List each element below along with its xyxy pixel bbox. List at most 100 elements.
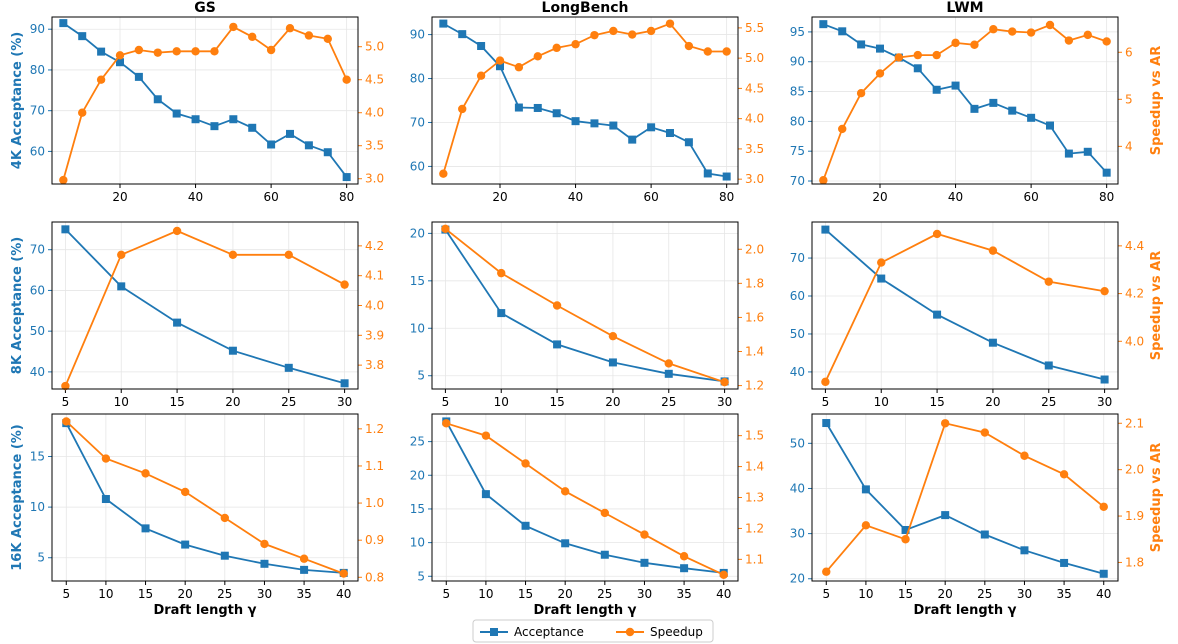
- x-tick-label: 30: [257, 587, 272, 601]
- x-tick-label: 5: [442, 395, 450, 409]
- x-tick-label: 30: [637, 587, 652, 601]
- speedup-point: [628, 30, 637, 39]
- speedup-point: [951, 38, 960, 48]
- y-left-tick-label: 15: [410, 274, 425, 288]
- legend-acceptance-label: Acceptance: [514, 625, 584, 639]
- acceptance-point: [932, 85, 941, 94]
- speedup-point: [59, 175, 68, 185]
- y-right-tick-label: 4.0: [1125, 334, 1144, 348]
- y-right-tick-label: 1.2: [365, 422, 384, 436]
- speedup-point: [684, 41, 694, 51]
- chart-panel-6: 5 10 15 20 25 30 40 50 60 70 4.0 4.2 4.4 Speedup vs A…: [790, 221, 1164, 409]
- speedup-point: [877, 258, 886, 267]
- y-right-tick-label: 5: [1125, 92, 1133, 106]
- speedup-point: [96, 75, 106, 84]
- speedup-point: [134, 45, 144, 55]
- x-tick-label: 25: [281, 395, 296, 409]
- x-tick-label: 80: [339, 190, 354, 204]
- speedup-point: [172, 47, 181, 56]
- legend-frame: [472, 619, 714, 643]
- speedup-point: [115, 51, 125, 60]
- acceptance-point: [153, 95, 162, 104]
- plot-frame: [51, 413, 359, 582]
- y-right-tick-label: 5.5: [745, 21, 764, 35]
- y-left-tick-label: 60: [410, 159, 425, 173]
- y-left-tick-label: 90: [30, 22, 45, 36]
- speedup-point: [609, 26, 618, 36]
- speedup-point: [1099, 502, 1108, 511]
- speedup-point: [1083, 30, 1092, 40]
- x-tick-label: 40: [568, 190, 583, 204]
- speedup-line: [444, 228, 725, 384]
- acceptance-point: [458, 30, 467, 39]
- acceptance-point: [970, 104, 979, 113]
- speedup-point: [304, 31, 314, 40]
- y-left-tick-label: 40: [790, 365, 805, 379]
- speedup-point: [101, 454, 111, 463]
- acceptance-point: [260, 559, 269, 568]
- acceptance-point: [304, 141, 313, 150]
- x-tick-label: 80: [1099, 190, 1114, 204]
- acceptance-point: [941, 511, 950, 520]
- y-left-axis-label: 4K Acceptance (%): [10, 32, 25, 169]
- y-right-tick-label: 3.9: [365, 328, 384, 342]
- y-right-tick-label: 1.0: [365, 496, 384, 510]
- speedup-point: [228, 250, 238, 260]
- speedup-point: [664, 359, 673, 368]
- y-right-tick-label: 1.5: [745, 429, 764, 443]
- acceptance-point: [117, 282, 126, 291]
- acceptance-point: [913, 64, 922, 73]
- acceptance-point: [497, 309, 506, 318]
- acceptance-point: [552, 109, 561, 118]
- speedup-point: [988, 246, 998, 255]
- speedup-point: [1026, 28, 1036, 37]
- y-left-tick-label: 10: [410, 321, 425, 335]
- acceptance-point: [323, 148, 332, 157]
- x-tick-label: 10: [114, 395, 129, 409]
- speedup-point: [180, 487, 190, 497]
- x-tick-label: 25: [1041, 395, 1056, 409]
- x-tick-label: 15: [929, 395, 944, 409]
- acceptance-line: [824, 228, 1105, 381]
- speedup-point: [442, 419, 451, 428]
- x-tick-label: 5: [62, 587, 70, 601]
- acceptance-point: [248, 123, 257, 132]
- x-tick-label: 15: [518, 587, 533, 601]
- acceptance-point: [191, 115, 200, 124]
- speedup-point: [989, 25, 998, 34]
- y-left-tick-label: 5: [37, 551, 45, 565]
- y-left-tick-label: 80: [410, 72, 425, 86]
- speedup-point: [901, 535, 910, 544]
- x-tick-label: 20: [225, 395, 240, 409]
- x-tick-label: 40: [336, 587, 351, 601]
- speedup-point: [299, 554, 309, 563]
- acceptance-point: [951, 81, 960, 90]
- y-right-tick-label: 1.1: [365, 459, 384, 473]
- speedup-line: [822, 23, 1107, 181]
- x-tick-label: 20: [605, 395, 620, 409]
- speedup-point: [822, 567, 831, 576]
- acceptance-line: [444, 229, 725, 383]
- acceptance-point: [286, 129, 294, 138]
- acceptance-point: [1027, 113, 1036, 122]
- y-right-tick-label: 0.9: [365, 533, 384, 547]
- acceptance-point: [703, 169, 712, 178]
- acceptance-point: [533, 103, 542, 112]
- y-right-tick-label: 4.1: [365, 269, 384, 283]
- y-right-tick-label: 4.2: [1125, 287, 1144, 301]
- y-left-tick-label: 50: [790, 436, 805, 450]
- y-right-tick-label: 3.8: [365, 358, 384, 372]
- acceptance-point: [722, 172, 731, 181]
- speedup-point: [665, 19, 675, 28]
- y-left-tick-label: 15: [410, 502, 425, 516]
- acceptance-point: [78, 32, 87, 41]
- y-left-tick-label: 70: [410, 115, 425, 129]
- acceptance-point: [1083, 147, 1092, 156]
- y-left-tick-label: 15: [30, 450, 45, 464]
- speedup-point: [458, 104, 467, 114]
- speedup-point: [552, 43, 561, 53]
- acceptance-point: [1060, 558, 1069, 567]
- acceptance-point: [229, 115, 238, 124]
- chart-panel-3: 20 40 60 80 70 75 80 85 90 95 4 5 6 LWM Speedup vs AR: [790, 0, 1164, 204]
- y-left-tick-label: 75: [790, 144, 805, 158]
